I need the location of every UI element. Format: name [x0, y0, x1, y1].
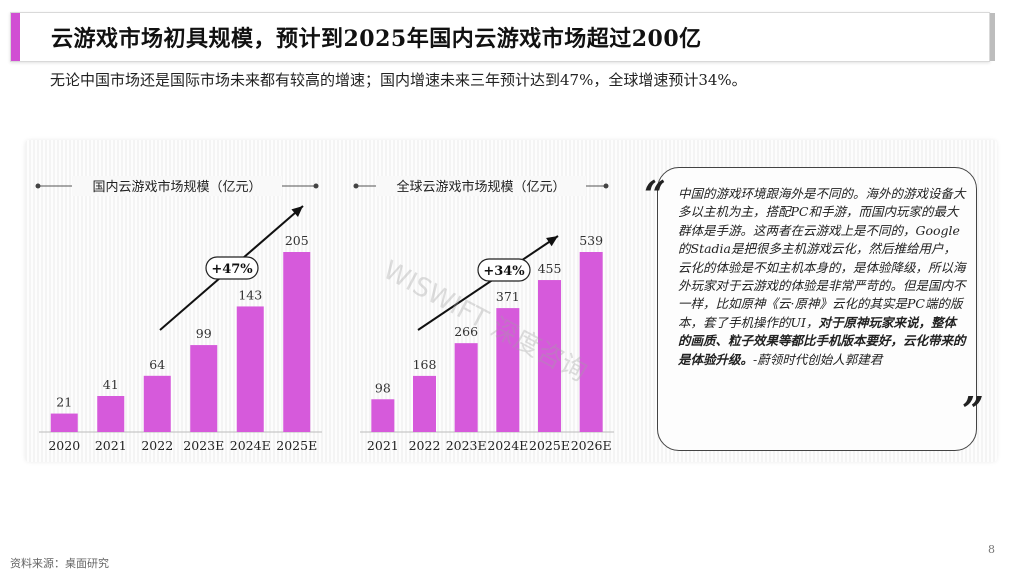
- growth-badge-0: [205, 256, 259, 280]
- bar-0-3: [190, 345, 218, 432]
- close-quote-icon: ”: [962, 388, 984, 433]
- bar-0-4: [236, 306, 264, 432]
- title-rule-dot-right-1: [603, 183, 609, 189]
- quote-box: [657, 167, 977, 451]
- chart-title-bg-0: [72, 176, 282, 196]
- bar-1-4: [538, 280, 561, 432]
- bar-0-0: [50, 413, 78, 432]
- growth-badge-label-0: +47%: [211, 262, 253, 277]
- data-label-1-1: 168: [413, 357, 437, 372]
- data-label-1-2: 266: [454, 324, 478, 339]
- tick-label-0-5: 2025E: [276, 438, 317, 453]
- bar-0-5: [283, 252, 311, 432]
- bar-0-2: [143, 375, 171, 432]
- tick-label-1-5: 2026E: [571, 438, 612, 453]
- title-bar: 云游戏市场初具规模，预计到2025年国内云游戏市场超过200亿: [10, 12, 995, 62]
- tick-label-1-4: 2025E: [529, 438, 570, 453]
- title-accent: [11, 13, 20, 61]
- chart-title-1: 全球云游戏市场规模（亿元）: [396, 179, 565, 195]
- tick-label-0-4: 2024E: [230, 438, 271, 453]
- data-label-1-0: 98: [375, 380, 391, 395]
- data-label-0-5: 205: [285, 233, 309, 248]
- quote-text: 中国的游戏环境跟海外是不同的。海外的游戏设备大多以主机为主，搭配PC和手游，而国…: [678, 185, 968, 369]
- tick-label-0-0: 2020: [48, 438, 80, 453]
- trend-arrow-line-1: [417, 235, 559, 331]
- data-label-0-2: 64: [149, 357, 165, 372]
- data-label-0-3: 99: [196, 326, 212, 341]
- data-label-0-4: 143: [238, 287, 262, 302]
- chart-title-bg-1: [376, 176, 586, 196]
- data-label-1-5: 539: [579, 233, 603, 248]
- page-title: 云游戏市场初具规模，预计到2025年国内云游戏市场超过200亿: [51, 26, 702, 52]
- trend-arrow-head-0: [291, 206, 303, 217]
- tick-label-0-2: 2022: [141, 438, 173, 453]
- open-quote-icon: “: [644, 172, 666, 217]
- tick-label-1-0: 2021: [367, 438, 399, 453]
- data-label-1-4: 455: [538, 261, 562, 276]
- title-rule-dot-right-0: [313, 183, 319, 189]
- growth-badge-1: [477, 258, 531, 282]
- page-number: 8: [988, 543, 995, 556]
- source-note: 资料来源：桌面研究: [10, 557, 109, 570]
- title-rule-dot-left-0: [35, 183, 41, 189]
- title-rule-dot-left-1: [353, 183, 359, 189]
- bar-0-1: [97, 396, 125, 432]
- quote-attribution: -蔚领时代创始人郭建君: [753, 351, 883, 367]
- growth-badge-label-1: +34%: [483, 264, 525, 279]
- bar-1-1: [413, 375, 436, 432]
- data-label-0-0: 21: [56, 395, 72, 410]
- bar-1-0: [371, 399, 395, 432]
- tick-label-1-3: 2024E: [487, 438, 528, 453]
- trend-arrow-head-1: [546, 236, 558, 247]
- chart-title-0: 国内云游戏市场规模（亿元）: [92, 179, 261, 195]
- tick-label-0-1: 2021: [95, 438, 127, 453]
- bar-1-2: [454, 343, 478, 432]
- page-subtitle: 无论中国市场还是国际市场未来都有较高的增速；国内增速未来三年预计达到47%，全球…: [50, 71, 747, 89]
- data-label-1-3: 371: [496, 289, 520, 304]
- bar-1-3: [496, 308, 520, 432]
- bar-1-5: [579, 252, 603, 432]
- title-end-accent: [990, 13, 995, 61]
- tick-label-1-1: 2022: [409, 438, 441, 453]
- data-label-0-1: 41: [103, 377, 119, 392]
- quote-body: 中国的游戏环境跟海外是不同的。海外的游戏设备大多以主机为主，搭配PC和手游，而国…: [678, 186, 966, 330]
- tick-label-1-2: 2023E: [446, 438, 487, 453]
- tick-label-0-3: 2023E: [183, 438, 224, 453]
- quote-emphasis: 对于原神玩家来说，整体的画质、粒子效果等都比手机版本要好，云化带来的是体验升级。: [678, 314, 966, 367]
